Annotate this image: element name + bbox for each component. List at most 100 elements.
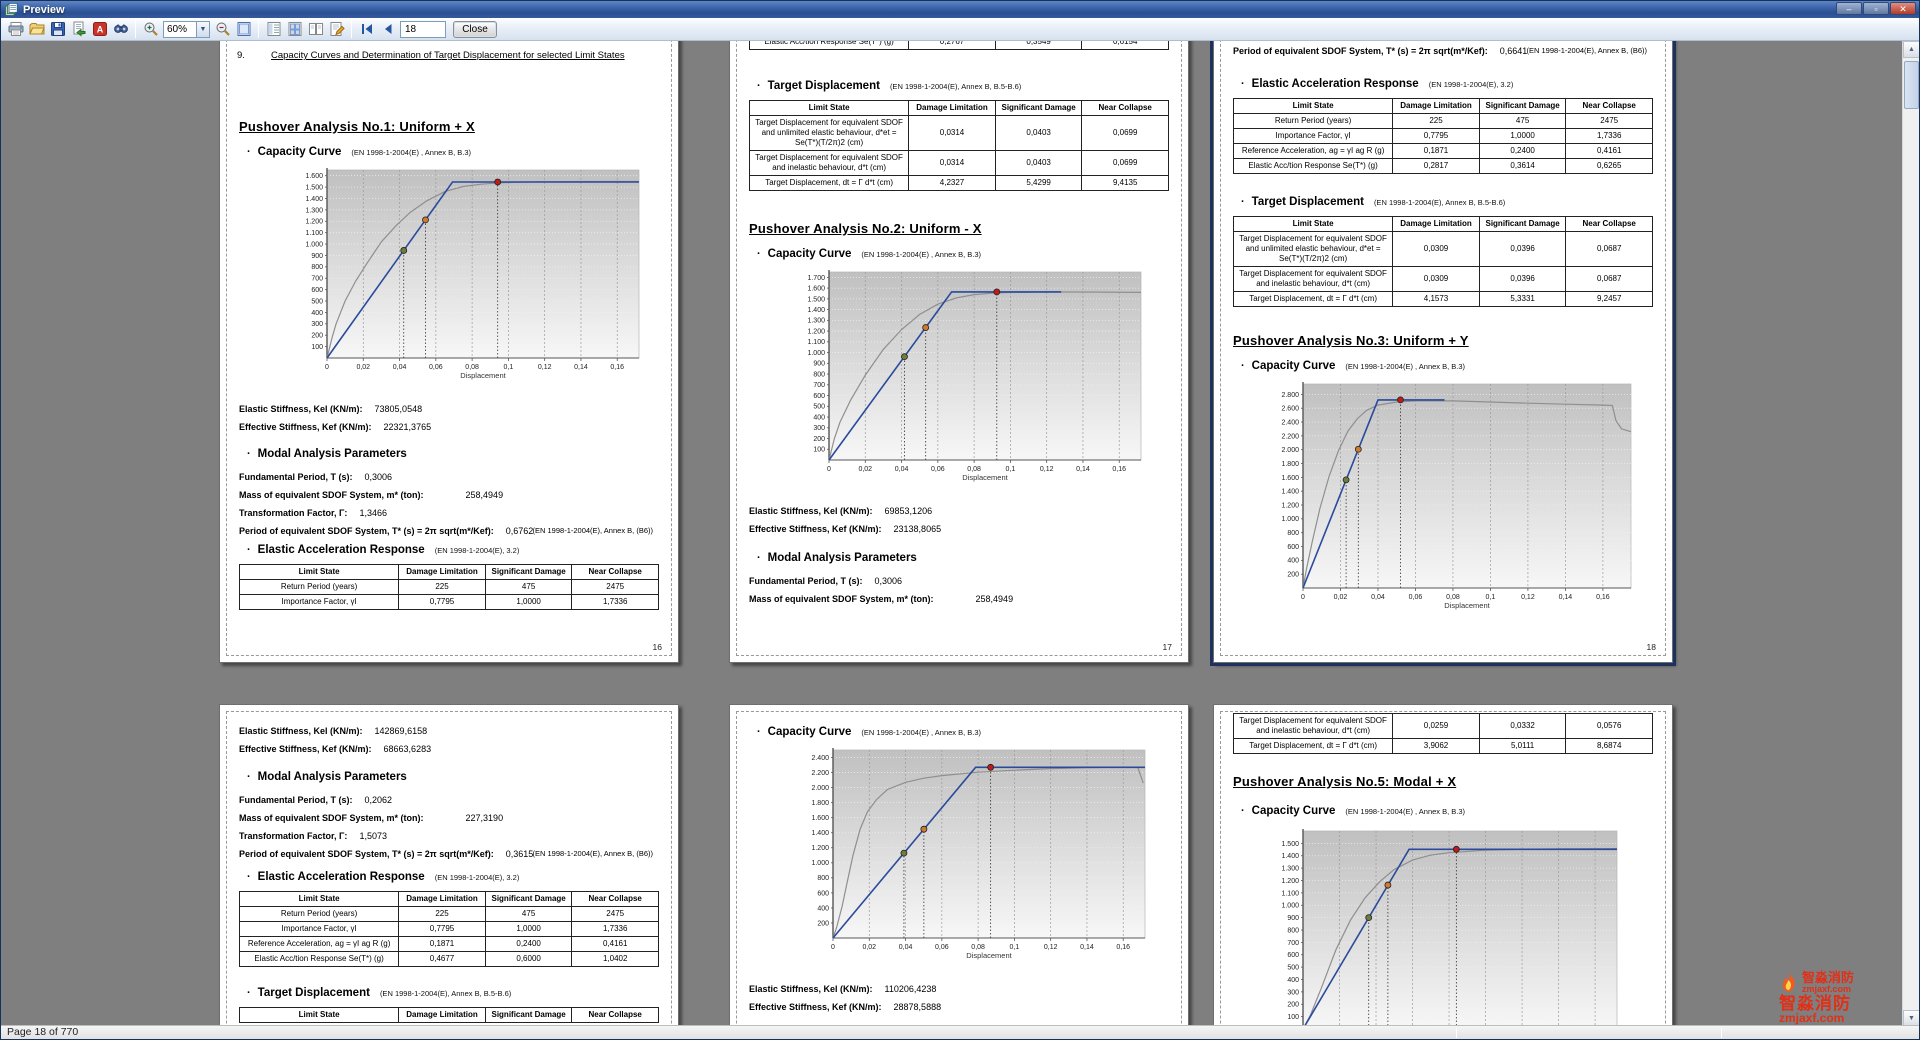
open-button[interactable] [26, 19, 47, 39]
svg-text:1.200: 1.200 [1281, 878, 1299, 885]
table-row: Reference Acceleration, ag = γI ag R (g)… [238, 936, 659, 952]
table-cell: 475 [1478, 113, 1567, 129]
nav-prev-button[interactable] [377, 19, 398, 39]
page-number-input[interactable] [400, 20, 446, 38]
document-page-6[interactable]: Target Displacement for equivalent SDOF … [1213, 704, 1673, 1027]
page-content: Target Displacement for equivalent SDOF … [1220, 711, 1666, 1027]
facing-pages-view-button[interactable] [305, 19, 326, 39]
export-button[interactable] [68, 19, 89, 39]
parameter-label: Fundamental Period, T (s): [749, 576, 863, 586]
zoom-dropdown-caret[interactable]: ▼ [197, 20, 210, 38]
bullet-icon: · [247, 871, 251, 883]
svg-text:700: 700 [813, 382, 825, 389]
column-header: Limit State [748, 100, 910, 116]
capacity-curve-chart: 100 200 300 400 500 600 700 800 900 1.000 1.100 1.2… [807, 270, 1142, 482]
scrollbar-thumb[interactable] [1904, 61, 1919, 109]
bullet-icon: · [247, 987, 251, 999]
subsection-title: Modal Analysis Parameters [257, 448, 407, 460]
bullet-icon: · [247, 448, 251, 460]
table-header-row: Limit State Damage Limitation Significant … [238, 891, 659, 907]
svg-text:0,08: 0,08 [967, 466, 981, 473]
parameter-line: Mass of equivalent SDOF System, m* (ton)… [239, 813, 659, 823]
svg-text:800: 800 [311, 264, 323, 271]
document-page-5[interactable]: · Capacity Curve (EN 1998-1-2004(E) , Anne… [729, 704, 1189, 1027]
print-button[interactable] [5, 19, 26, 39]
table-header-row: Limit State Damage Limitation Significant … [238, 1007, 659, 1023]
capacity-curve-chart: 100 200 300 400 500 600 700 800 900 1.000 1.100 1.2… [305, 168, 640, 380]
parameter-value: 110206,4238 [884, 984, 937, 994]
parameter-label: Transformation Factor, Γ: [239, 508, 348, 518]
save-button[interactable] [47, 19, 68, 39]
table-row: Importance Factor, γI 0,7795 1,0000 1,7336 [238, 594, 659, 610]
table-cell: 0,7795 [398, 921, 486, 937]
pdf-export-button[interactable]: A [89, 19, 110, 39]
svg-text:1.200: 1.200 [811, 845, 829, 852]
zoom-out-button[interactable] [212, 19, 233, 39]
svg-text:1.000: 1.000 [811, 860, 829, 867]
code-reference-note: (EN 1998-1-2004(E), 3.2) [434, 873, 520, 882]
svg-text:A: A [96, 25, 103, 35]
bullet-icon: · [1241, 360, 1245, 372]
svg-text:0,16: 0,16 [1596, 594, 1610, 601]
zoom-value[interactable]: 60% [163, 20, 197, 38]
close-preview-button[interactable]: Close [453, 21, 497, 38]
minimize-button[interactable]: – [1836, 2, 1862, 15]
limit-state-marker [1397, 396, 1404, 404]
table-cell: 475 [484, 579, 573, 595]
table-cell: 1,0000 [1478, 128, 1567, 144]
find-button[interactable] [110, 19, 131, 39]
limit-state-marker [987, 763, 995, 771]
limit-state-marker [993, 288, 1001, 296]
subsection-title: Capacity Curve [1251, 360, 1336, 372]
table-cell: 0,1871 [398, 936, 486, 952]
svg-text:0,1: 0,1 [1486, 594, 1496, 601]
thumbnails-view-button[interactable] [284, 19, 305, 39]
svg-text:2.200: 2.200 [1281, 433, 1299, 440]
document-page-2[interactable]: Elastic Acc/tion Response Se(T*) (g) 0,27… [729, 41, 1189, 663]
svg-text:600: 600 [813, 393, 825, 400]
svg-text:0,08: 0,08 [465, 364, 479, 371]
edit-page-button[interactable] [326, 19, 347, 39]
svg-text:0,12: 0,12 [1040, 466, 1054, 473]
svg-text:0,14: 0,14 [1076, 466, 1090, 473]
table-row: Target Displacement for equivalent SDOF … [748, 115, 1169, 151]
maximize-button[interactable]: ▫ [1863, 2, 1889, 15]
scroll-up-arrow[interactable]: ▲ [1903, 41, 1919, 58]
table-row: Elastic Acc/tion Response Se(T*) (g) 0,28… [1232, 158, 1653, 174]
table-cell: Target Displacement for equivalent SDOF … [1232, 266, 1394, 292]
close-window-button[interactable]: ✕ [1890, 2, 1916, 15]
vertical-scrollbar[interactable]: ▲ ▼ [1902, 41, 1919, 1027]
svg-text:0,06: 0,06 [935, 944, 949, 951]
svg-text:0: 0 [831, 944, 835, 951]
parameter-value: 22321,3765 [383, 422, 432, 432]
toolbar-separator [258, 20, 259, 38]
table-cell: 1,7336 [1565, 128, 1653, 144]
outline-view-button[interactable] [263, 19, 284, 39]
svg-text:0,14: 0,14 [1080, 944, 1094, 951]
document-page-1[interactable]: 9. Capacity Curves and Determination of T… [219, 41, 679, 663]
parameter-line: Mass of equivalent SDOF System, m* (ton)… [749, 594, 1169, 604]
nav-first-button[interactable] [356, 19, 377, 39]
svg-text:1.100: 1.100 [305, 230, 323, 237]
svg-text:600: 600 [1287, 544, 1299, 551]
table-header-row: Limit State Damage Limitation Significant … [748, 100, 1169, 116]
table-cell: 0,2767 [908, 41, 996, 50]
svg-text:0,02: 0,02 [1334, 594, 1348, 601]
table-row: Target Displacement for equivalent SDOF … [1232, 266, 1653, 292]
whole-page-button[interactable] [233, 19, 254, 39]
svg-text:400: 400 [817, 905, 829, 912]
code-reference-note: (EN 1998-1-2004(E), Annex B, B.5-B.6) [889, 82, 1022, 91]
document-page-3[interactable]: Period of equivalent SDOF System, T* (s)… [1210, 41, 1676, 666]
parameter-value: 258,4949 [465, 490, 504, 500]
bullet-icon: · [1241, 805, 1245, 817]
parameter-label: Period of equivalent SDOF System, T* (s)… [239, 526, 494, 536]
document-page-4[interactable]: Elastic Stiffness, Kel (KN/m): 142869,615… [219, 704, 679, 1027]
zoom-out-icon [216, 22, 230, 36]
table-cell: 0,0403 [994, 150, 1083, 176]
svg-text:100: 100 [311, 344, 323, 351]
parameter-label: Effective Stiffness, Kef (KN/m): [239, 422, 372, 432]
zoom-in-button[interactable] [140, 19, 161, 39]
titlebar: Preview – ▫ ✕ [1, 1, 1919, 18]
zoom-select[interactable]: 60% ▼ [163, 20, 210, 38]
preview-viewport[interactable]: ▲ ▼ 9. Capacity Curves and Determination … [1, 41, 1919, 1027]
